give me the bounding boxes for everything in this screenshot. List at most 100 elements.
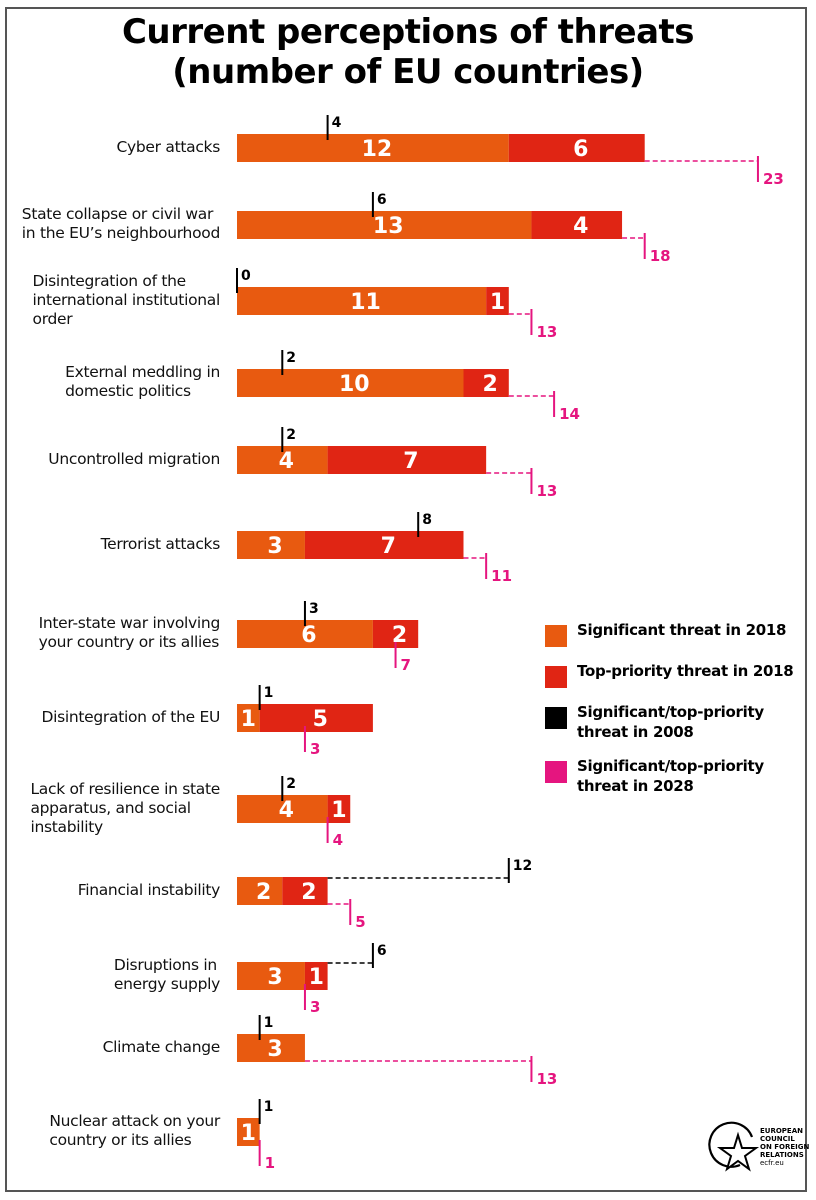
category-label-line: State collapse or civil war [21,205,214,223]
category-label-text: State collapse or civil war in the EU’s n… [21,205,221,243]
category-label-line: order [32,309,73,328]
marker-label-2008: 1 [264,1015,274,1031]
chart-title-line-2: (number of EU countries) [172,52,644,92]
marker-label-2028: 13 [536,323,557,341]
ecfr-logo: EUROPEAN COUNCIL ON FOREIGN RELATIONS ec… [700,1115,810,1185]
bar-top-priority-2018 [508,134,645,162]
bar-label-significant-2018: 10 [339,372,370,397]
bar-top-priority-2018 [463,369,509,397]
category-label: State collapse or civil war in the EU’s n… [0,205,221,243]
bar-label-significant-2018: 1 [241,707,256,732]
category-label: External meddling in domestic politics [0,363,220,401]
bar-top-priority-2018 [304,962,328,990]
bar-label-top-priority-2018: 2 [482,372,497,397]
marker-label-2028: 3 [310,740,320,758]
category-label-line: External meddling in [65,363,220,381]
legend-swatch-2028 [545,761,567,783]
marker-label-2008: 2 [286,427,296,443]
legend-item-significant-2018: Significant threat in 2018 [545,620,805,647]
logo-line: COUNCIL [760,1135,795,1143]
bar-top-priority-2018 [259,704,373,732]
category-label-line: domestic politics [65,382,191,400]
bar-label-top-priority-2018: 5 [313,707,328,732]
category-label: Disintegration of the EU [0,708,220,727]
marker-label-2008: 6 [377,192,387,208]
category-label-line: Cyber attacks [116,137,221,156]
category-label-line: Nuclear attack on your [49,1112,220,1130]
category-label-text: Uncontrolled migration [48,450,220,469]
bar-significant-2018 [237,211,532,239]
marker-label-2008: 0 [241,268,251,284]
legend-label: Top-priority threat in 2018 [577,662,794,680]
bar-label-significant-2018: 3 [267,1037,282,1062]
logo-line: EUROPEAN [760,1127,803,1135]
legend-item-2028: Significant/top-priority threat in 2028 [545,756,805,796]
marker-label-2028: 7 [401,656,411,674]
bar-label-significant-2018: 6 [301,623,316,648]
bar-top-priority-2018 [486,287,509,315]
legend-item-2008: Significant/top-priority threat in 2008 [545,702,805,742]
category-label: Cyber attacks [0,138,221,157]
bar-label-top-priority-2018: 6 [573,137,588,162]
chart-title: Current perceptions of threats (number o… [0,12,816,92]
bar-label-top-priority-2018: 2 [392,623,407,648]
category-label-line: Terrorist attacks [100,534,221,553]
marker-label-2008: 1 [264,685,274,701]
legend-item-top-priority-2018: Top-priority threat in 2018 [545,661,805,688]
category-label: Uncontrolled migration [0,450,220,469]
marker-label-2028: 13 [536,482,557,500]
bar-significant-2018 [237,962,305,990]
bar-label-top-priority-2018: 1 [490,290,505,315]
category-label: Disintegration of the international insti… [0,271,221,329]
bar-top-priority-2018 [327,446,487,474]
category-label-line: international institutional [32,290,221,309]
category-label-text: Cyber attacks [117,138,221,157]
marker-label-2028: 13 [536,1070,557,1088]
bar-label-significant-2018: 3 [267,965,282,990]
category-label-text: Disruptions in energy supply [114,956,220,994]
bar-label-significant-2018: 12 [362,137,393,162]
category-label-line: instability [30,817,103,836]
bar-significant-2018 [237,369,464,397]
legend-label: Significant threat in 2018 [577,621,787,639]
bar-significant-2018 [237,1034,305,1062]
marker-label-2028: 5 [355,913,365,931]
category-label-text: Disintegration of the international insti… [32,271,221,329]
bar-label-significant-2018: 3 [267,534,282,559]
category-label-line: Disintegration of the [32,271,187,290]
bar-label-top-priority-2018: 2 [301,880,316,905]
category-label: Climate change [0,1038,221,1057]
logo-url: ecfr.eu [760,1159,784,1167]
category-label-line: apparatus, and social [30,798,191,817]
marker-label-2028: 18 [650,247,671,265]
legend-label: Significant/top-priority threat in 2028 [577,757,764,795]
bar-label-significant-2018: 13 [373,214,404,239]
bar-label-top-priority-2018: 7 [403,449,418,474]
marker-label-2028: 4 [333,831,343,849]
category-label-line: Financial instability [77,880,221,899]
marker-label-2008: 6 [377,943,387,959]
bar-top-priority-2018 [531,211,623,239]
category-label-line: your country or its allies [38,633,220,651]
marker-label-2028: 3 [310,998,320,1016]
category-label-line: in the EU’s neighbourhood [21,224,221,242]
marker-label-2008: 12 [513,858,532,874]
marker-label-2028: 14 [559,405,580,423]
category-label-line: Uncontrolled migration [48,449,220,468]
bar-significant-2018 [237,704,260,732]
legend-swatch-top-priority-2018 [545,666,567,688]
category-label-text: Lack of resilience in state apparatus, an… [30,780,220,837]
legend-label: Significant/top-priority threat in 2008 [577,703,764,741]
category-label-text: Inter-state war involving your country or… [38,614,221,652]
marker-label-2028: 23 [763,170,784,188]
bar-top-priority-2018 [282,877,328,905]
category-label-text: External meddling in domestic politics [65,363,220,401]
bar-top-priority-2018 [327,795,351,823]
category-label-line: Lack of resilience in state [30,779,220,798]
legend: Significant threat in 2018 Top-priority … [545,620,805,810]
bar-label-top-priority-2018: 1 [309,965,324,990]
bar-significant-2018 [237,287,487,315]
category-label-text: Climate change [103,1038,221,1057]
chart-title-line-1: Current perceptions of threats [121,12,695,52]
category-label-line: Inter-state war involving [38,614,221,632]
